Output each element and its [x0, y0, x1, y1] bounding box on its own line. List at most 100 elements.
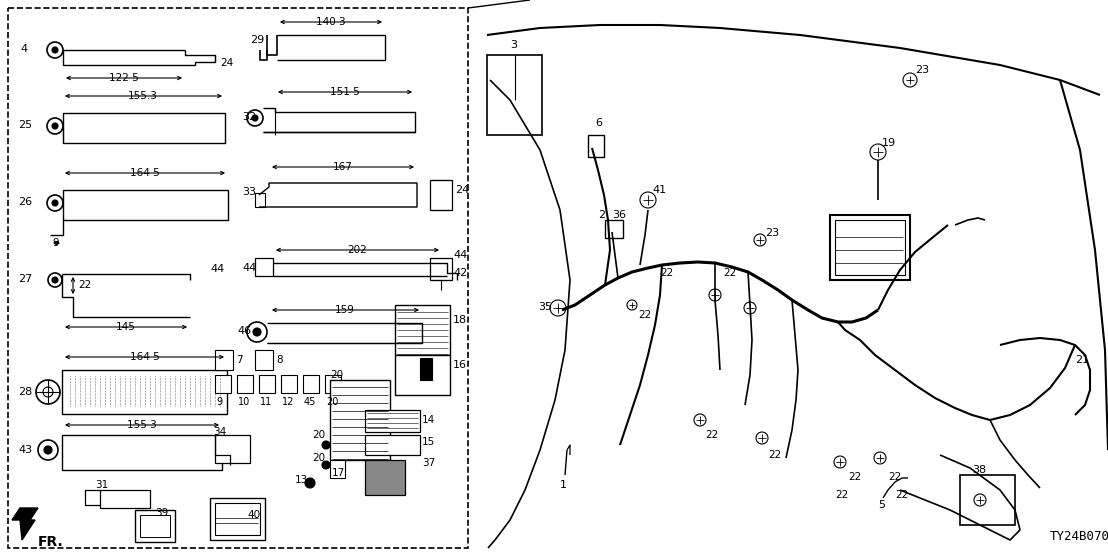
Text: 164 5: 164 5: [130, 168, 160, 178]
Text: 43: 43: [18, 445, 32, 455]
Text: 23: 23: [765, 228, 779, 238]
Circle shape: [709, 289, 721, 301]
Bar: [302, 375, 319, 393]
Text: 44: 44: [242, 263, 256, 273]
Bar: [62, 370, 227, 414]
Text: 23: 23: [915, 65, 930, 75]
Text: 151 5: 151 5: [330, 87, 360, 97]
Text: 155 3: 155 3: [127, 420, 157, 430]
Text: TY24B0700F: TY24B0700F: [1050, 530, 1108, 543]
Circle shape: [47, 42, 63, 58]
Text: 122 5: 122 5: [109, 73, 138, 83]
Circle shape: [47, 195, 63, 211]
Text: 44: 44: [211, 264, 224, 274]
Circle shape: [550, 300, 566, 316]
Bar: [394, 355, 450, 395]
Bar: [325, 375, 341, 393]
Text: 20: 20: [312, 453, 325, 463]
Text: 159: 159: [335, 305, 355, 315]
Text: 33: 33: [242, 187, 256, 197]
Bar: [135, 510, 175, 542]
Text: 34: 34: [213, 427, 226, 437]
Text: 24: 24: [220, 58, 234, 68]
Text: 20: 20: [330, 370, 343, 380]
Text: 9: 9: [216, 397, 222, 407]
Bar: [255, 350, 273, 370]
Text: 27: 27: [18, 274, 32, 284]
Bar: [330, 460, 345, 478]
Bar: [588, 135, 604, 157]
Text: 22: 22: [835, 490, 849, 500]
Text: 9: 9: [53, 238, 60, 248]
Text: 22: 22: [660, 268, 674, 278]
Text: 22: 22: [724, 268, 736, 278]
Bar: [365, 435, 420, 455]
Text: 155.3: 155.3: [129, 91, 158, 101]
Bar: [100, 490, 150, 508]
Circle shape: [252, 115, 258, 121]
Text: 22: 22: [895, 490, 909, 500]
Circle shape: [755, 234, 766, 246]
Bar: [211, 498, 265, 540]
Text: 4: 4: [20, 44, 27, 54]
Text: 46: 46: [237, 326, 252, 336]
Text: 22: 22: [768, 450, 781, 460]
Text: 19: 19: [882, 138, 896, 148]
Text: 25: 25: [18, 120, 32, 130]
Circle shape: [48, 273, 62, 287]
Bar: [255, 193, 265, 207]
Circle shape: [322, 441, 330, 449]
Text: 22: 22: [888, 472, 901, 482]
Text: 44: 44: [453, 250, 468, 260]
Bar: [430, 258, 452, 280]
Circle shape: [974, 494, 986, 506]
Bar: [835, 220, 905, 275]
Text: 17: 17: [332, 468, 346, 478]
Text: 39: 39: [155, 508, 168, 518]
Text: 20: 20: [326, 397, 338, 407]
Text: 14: 14: [422, 415, 435, 425]
Text: 24: 24: [455, 185, 470, 195]
Polygon shape: [12, 508, 38, 540]
Circle shape: [44, 446, 52, 454]
Circle shape: [247, 110, 263, 126]
Bar: [215, 375, 230, 393]
Circle shape: [35, 380, 60, 404]
Bar: [8, 8, 468, 548]
Text: 37: 37: [422, 458, 435, 468]
Bar: [420, 358, 432, 380]
Text: 11: 11: [260, 397, 273, 407]
Circle shape: [43, 387, 53, 397]
Text: 3: 3: [510, 40, 517, 50]
Text: 6: 6: [595, 118, 602, 128]
Circle shape: [756, 432, 768, 444]
Circle shape: [870, 144, 886, 160]
Text: 41: 41: [652, 185, 666, 195]
Bar: [330, 380, 390, 460]
Circle shape: [627, 300, 637, 310]
Text: 1: 1: [560, 480, 567, 490]
Text: 45: 45: [304, 397, 317, 407]
Text: 16: 16: [453, 360, 466, 370]
Text: 140 3: 140 3: [316, 17, 346, 27]
Text: 21: 21: [1075, 355, 1089, 365]
Text: 18: 18: [453, 315, 468, 325]
Bar: [215, 503, 260, 535]
Bar: [62, 435, 222, 470]
Circle shape: [305, 478, 315, 488]
Text: 15: 15: [422, 437, 435, 447]
Text: 7: 7: [236, 355, 243, 365]
Bar: [215, 435, 250, 463]
Circle shape: [640, 192, 656, 208]
Circle shape: [253, 328, 261, 336]
Circle shape: [874, 452, 886, 464]
Text: 28: 28: [18, 387, 32, 397]
Text: 31: 31: [95, 480, 109, 490]
Text: 22: 22: [848, 472, 861, 482]
Bar: [281, 375, 297, 393]
Text: 145: 145: [116, 322, 136, 332]
Text: 202: 202: [347, 245, 367, 255]
Bar: [830, 215, 910, 280]
Bar: [605, 220, 623, 238]
Bar: [394, 305, 450, 355]
